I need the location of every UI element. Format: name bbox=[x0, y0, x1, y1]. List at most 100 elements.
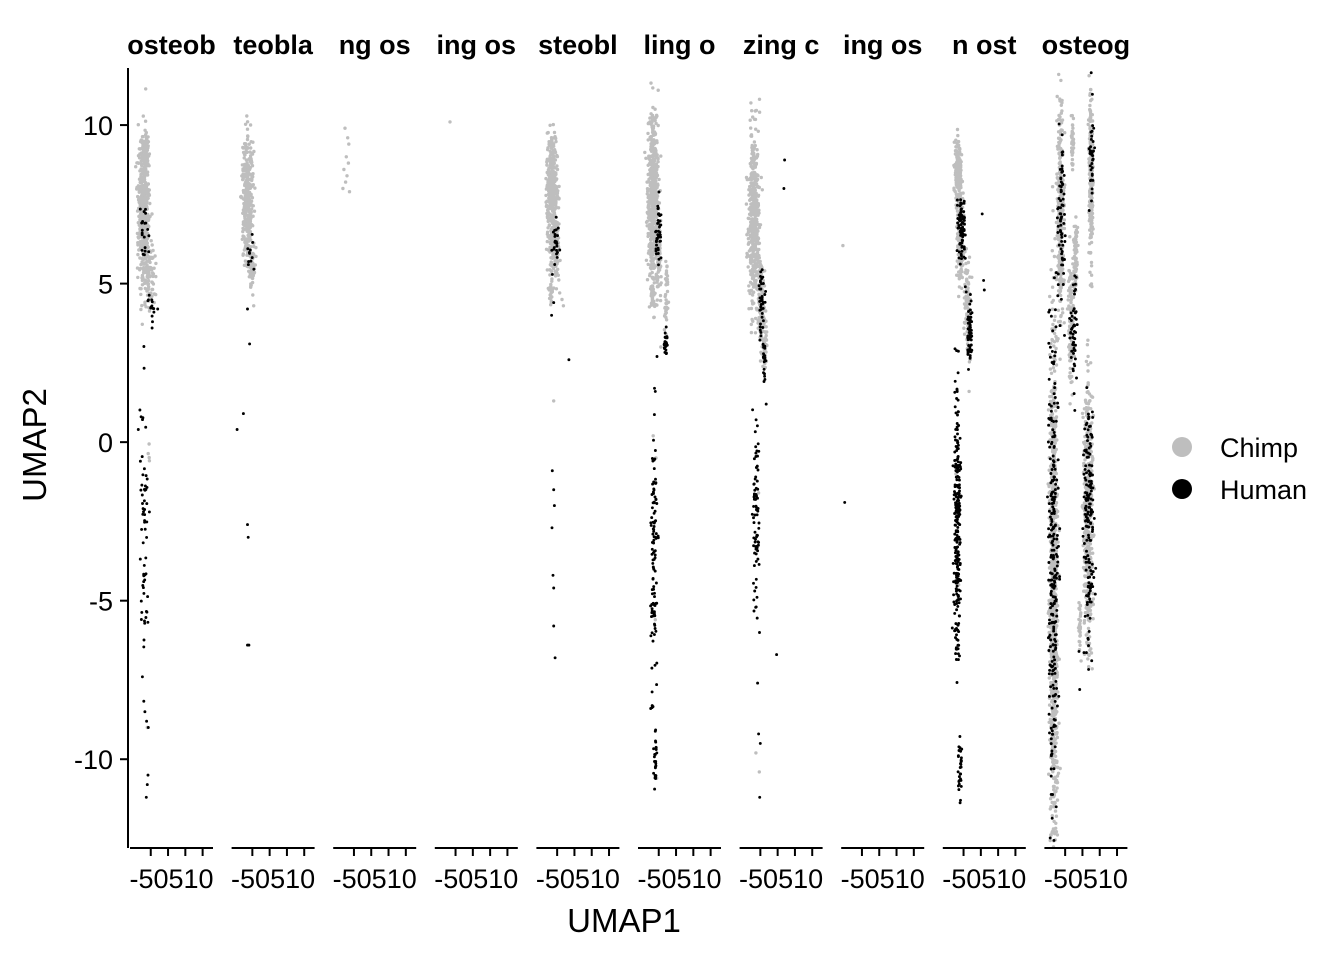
data-point bbox=[142, 563, 146, 567]
data-point bbox=[242, 223, 247, 228]
series-chimp bbox=[544, 122, 566, 403]
data-point bbox=[140, 675, 144, 679]
data-point bbox=[650, 167, 655, 172]
data-point bbox=[150, 300, 154, 304]
data-point bbox=[647, 249, 652, 254]
data-point bbox=[142, 235, 146, 239]
data-point bbox=[651, 258, 655, 263]
data-point bbox=[956, 441, 960, 445]
data-point bbox=[555, 177, 559, 181]
data-point bbox=[652, 157, 656, 162]
data-point bbox=[958, 735, 962, 738]
data-point bbox=[751, 319, 755, 323]
data-point bbox=[783, 158, 787, 162]
data-point bbox=[250, 256, 254, 260]
data-point bbox=[980, 212, 984, 216]
data-point bbox=[764, 289, 768, 293]
data-point bbox=[957, 256, 961, 260]
data-point bbox=[659, 345, 663, 349]
data-point bbox=[758, 338, 762, 342]
data-point bbox=[547, 223, 552, 227]
data-point bbox=[140, 244, 144, 248]
data-point bbox=[140, 303, 144, 308]
data-point bbox=[549, 190, 554, 195]
data-point bbox=[958, 219, 962, 223]
data-point bbox=[957, 614, 961, 618]
data-point bbox=[144, 211, 148, 215]
data-point bbox=[247, 238, 251, 243]
data-point bbox=[662, 328, 667, 332]
data-point bbox=[154, 274, 158, 279]
data-point bbox=[652, 521, 656, 525]
data-point bbox=[250, 232, 254, 236]
data-point bbox=[841, 243, 845, 248]
data-point bbox=[1047, 630, 1051, 635]
data-point bbox=[758, 359, 763, 363]
data-point bbox=[956, 572, 960, 575]
data-point bbox=[554, 215, 558, 219]
data-point bbox=[140, 493, 144, 497]
data-point bbox=[753, 589, 757, 593]
data-point bbox=[649, 147, 653, 152]
data-point bbox=[651, 86, 655, 90]
data-point bbox=[754, 455, 758, 458]
data-point bbox=[1054, 732, 1059, 736]
data-point bbox=[1049, 268, 1053, 272]
series-chimp bbox=[448, 120, 452, 124]
data-point bbox=[652, 585, 656, 589]
data-point bbox=[146, 182, 150, 186]
data-point bbox=[967, 320, 971, 324]
data-point bbox=[147, 459, 152, 463]
y-tick-label: -5 bbox=[89, 587, 113, 617]
data-point bbox=[1052, 254, 1057, 259]
data-point bbox=[650, 126, 655, 131]
data-point bbox=[956, 784, 960, 788]
data-point bbox=[754, 203, 758, 208]
data-point bbox=[653, 165, 658, 169]
data-point bbox=[754, 466, 758, 469]
data-point bbox=[242, 175, 247, 179]
data-point bbox=[136, 187, 140, 191]
data-point bbox=[955, 608, 959, 612]
data-point bbox=[1048, 717, 1053, 721]
data-point bbox=[653, 787, 657, 791]
data-point bbox=[652, 535, 656, 539]
data-point bbox=[553, 239, 557, 243]
data-point bbox=[138, 213, 142, 217]
data-point bbox=[955, 602, 959, 605]
data-point bbox=[652, 149, 656, 154]
data-point bbox=[141, 418, 144, 422]
data-point bbox=[140, 483, 144, 487]
data-point bbox=[151, 248, 155, 253]
data-point bbox=[141, 502, 144, 505]
data-point bbox=[1051, 366, 1056, 370]
data-point bbox=[754, 222, 758, 226]
data-point bbox=[247, 260, 251, 264]
data-point bbox=[141, 139, 145, 143]
data-point bbox=[960, 202, 964, 206]
data-point bbox=[959, 777, 962, 781]
data-point bbox=[650, 588, 654, 592]
data-point bbox=[958, 563, 962, 567]
data-point bbox=[244, 189, 248, 194]
data-point bbox=[754, 451, 758, 455]
data-point bbox=[546, 186, 550, 190]
data-point bbox=[246, 535, 250, 539]
data-point bbox=[1049, 680, 1053, 685]
data-point bbox=[959, 784, 963, 788]
data-point bbox=[952, 593, 956, 597]
data-point bbox=[953, 379, 957, 383]
data-point bbox=[145, 520, 149, 524]
data-point bbox=[143, 710, 147, 714]
data-point bbox=[140, 322, 144, 326]
facet-title: teobla bbox=[233, 30, 313, 60]
data-point bbox=[655, 502, 659, 505]
data-point bbox=[343, 180, 348, 184]
data-point bbox=[656, 88, 660, 92]
data-point bbox=[956, 443, 960, 447]
data-point bbox=[746, 265, 750, 269]
data-point bbox=[646, 172, 650, 177]
data-point bbox=[651, 532, 655, 536]
data-point bbox=[654, 629, 658, 633]
data-point bbox=[552, 148, 557, 152]
